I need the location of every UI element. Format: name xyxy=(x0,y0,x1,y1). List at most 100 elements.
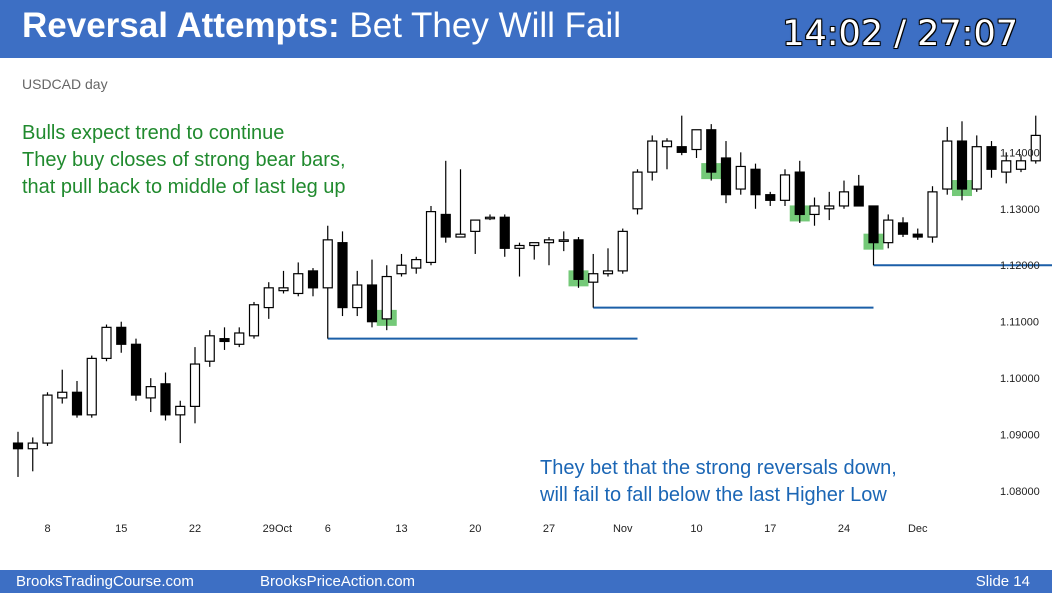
candle-body xyxy=(691,129,702,151)
bull-expectation-note: Bulls expect trend to continue They buy … xyxy=(22,120,346,201)
x-tick-label: 10 xyxy=(690,523,702,535)
candle-body xyxy=(868,205,879,244)
candle-body xyxy=(366,284,378,323)
candle-body xyxy=(484,216,496,220)
x-tick-label: 24 xyxy=(838,523,850,535)
candle-body xyxy=(632,171,643,210)
candle-body xyxy=(425,211,437,264)
candle-body xyxy=(57,391,68,399)
x-tick-label: Oct xyxy=(275,523,292,535)
x-tick-label: Nov xyxy=(613,523,633,535)
candle-body xyxy=(883,219,894,244)
candle-body xyxy=(219,338,230,343)
candle-body xyxy=(352,284,363,309)
candle-body xyxy=(145,386,156,399)
higher-low-note: They bet that the strong reversals down,… xyxy=(540,455,897,509)
candle-body xyxy=(12,442,24,450)
candle-body xyxy=(455,233,466,238)
candle-body xyxy=(543,239,555,244)
candle-body xyxy=(706,129,717,173)
y-tick-label: 1.14000 xyxy=(1000,147,1040,159)
candle-body xyxy=(337,242,348,309)
x-tick-label: 29 xyxy=(263,523,275,535)
x-tick-label: 20 xyxy=(469,523,481,535)
candle-body xyxy=(1030,134,1041,162)
candle-body xyxy=(189,363,201,407)
y-tick-label: 1.11000 xyxy=(1000,317,1039,329)
candle-body xyxy=(986,146,997,170)
candle-body xyxy=(307,270,319,289)
x-tick-label: 27 xyxy=(543,523,555,535)
candle-body xyxy=(293,273,304,295)
title-strong: Reversal Attempts: xyxy=(22,6,340,45)
candles-layer xyxy=(12,115,1041,477)
y-tick-label: 1.08000 xyxy=(1000,486,1040,498)
candle-body xyxy=(440,213,451,238)
y-axis: 1.08000 1.09000 1.10000 1.11000 1.12000 1.130… xyxy=(1000,147,1040,498)
candle-body xyxy=(912,233,923,238)
candle-body xyxy=(897,222,909,235)
footer-site-center[interactable]: BrooksPriceAction.com xyxy=(260,573,416,590)
candle-body xyxy=(322,239,333,289)
candle-body xyxy=(27,442,38,450)
y-tick-label: 1.13000 xyxy=(1000,204,1040,216)
candle-body xyxy=(86,357,97,416)
note-line: Bulls expect trend to continue xyxy=(22,122,285,144)
slide-number: Slide 14 xyxy=(975,573,1030,590)
candle-body xyxy=(809,205,820,216)
x-tick-label: 6 xyxy=(325,523,331,535)
x-axis: 8 15 22 29 Oct 6 13 20 27 Nov 10 17 24 Dec xyxy=(44,523,928,535)
x-tick-label: Dec xyxy=(908,523,928,535)
title-rest: Bet They Will Fail xyxy=(339,6,622,45)
candle-body xyxy=(956,140,968,190)
candle-body xyxy=(838,191,850,207)
candle-body xyxy=(942,140,953,190)
x-tick-label: 8 xyxy=(44,523,50,535)
candle-body xyxy=(853,185,864,207)
candle-body xyxy=(647,140,658,173)
candle-body xyxy=(765,194,776,201)
candle-body xyxy=(676,146,687,153)
candle-body xyxy=(234,332,245,345)
footer-site-left[interactable]: BrooksTradingCourse.com xyxy=(16,573,194,590)
slide-title: Reversal Attempts: Bet They Will Fail xyxy=(22,6,621,46)
y-tick-label: 1.12000 xyxy=(1000,260,1040,272)
support-lines-layer xyxy=(327,264,1052,340)
candle-body xyxy=(42,394,53,444)
candle-body xyxy=(661,140,673,148)
candle-body xyxy=(396,264,407,275)
candle-body xyxy=(278,287,289,292)
note-line: They buy closes of strong bear bars, xyxy=(22,149,346,171)
candle-body xyxy=(204,335,215,362)
candle-body xyxy=(248,304,260,337)
note-line: They bet that the strong reversals down, xyxy=(540,457,897,479)
candle-body xyxy=(529,242,540,247)
candle-body xyxy=(602,270,614,275)
candle-body xyxy=(1001,160,1012,173)
x-tick-label: 22 xyxy=(189,523,201,535)
header-bar: Reversal Attempts: Bet They Will Fail 14… xyxy=(0,0,1052,58)
x-tick-label: 17 xyxy=(764,523,776,535)
candle-body xyxy=(101,326,112,359)
y-tick-label: 1.10000 xyxy=(1000,373,1040,385)
candle-body xyxy=(558,239,569,242)
candle-body xyxy=(750,168,761,196)
candle-body xyxy=(824,205,835,210)
x-tick-label: 13 xyxy=(395,523,407,535)
candle-body xyxy=(499,216,510,249)
candle-body xyxy=(175,405,186,416)
footer-bar: BrooksTradingCourse.com BrooksPriceActio… xyxy=(0,570,1052,593)
candle-body xyxy=(160,383,171,416)
candle-body xyxy=(116,326,127,345)
candle-body xyxy=(971,146,982,190)
candle-body xyxy=(1015,160,1027,170)
candle-body xyxy=(617,230,628,272)
candle-body xyxy=(779,174,791,201)
candle-body xyxy=(588,273,599,283)
candle-body xyxy=(573,239,584,280)
candle-body xyxy=(735,165,746,190)
candle-body xyxy=(794,171,805,216)
candle-body xyxy=(71,391,83,416)
candle-body xyxy=(720,157,732,196)
y-tick-label: 1.09000 xyxy=(1000,430,1040,442)
